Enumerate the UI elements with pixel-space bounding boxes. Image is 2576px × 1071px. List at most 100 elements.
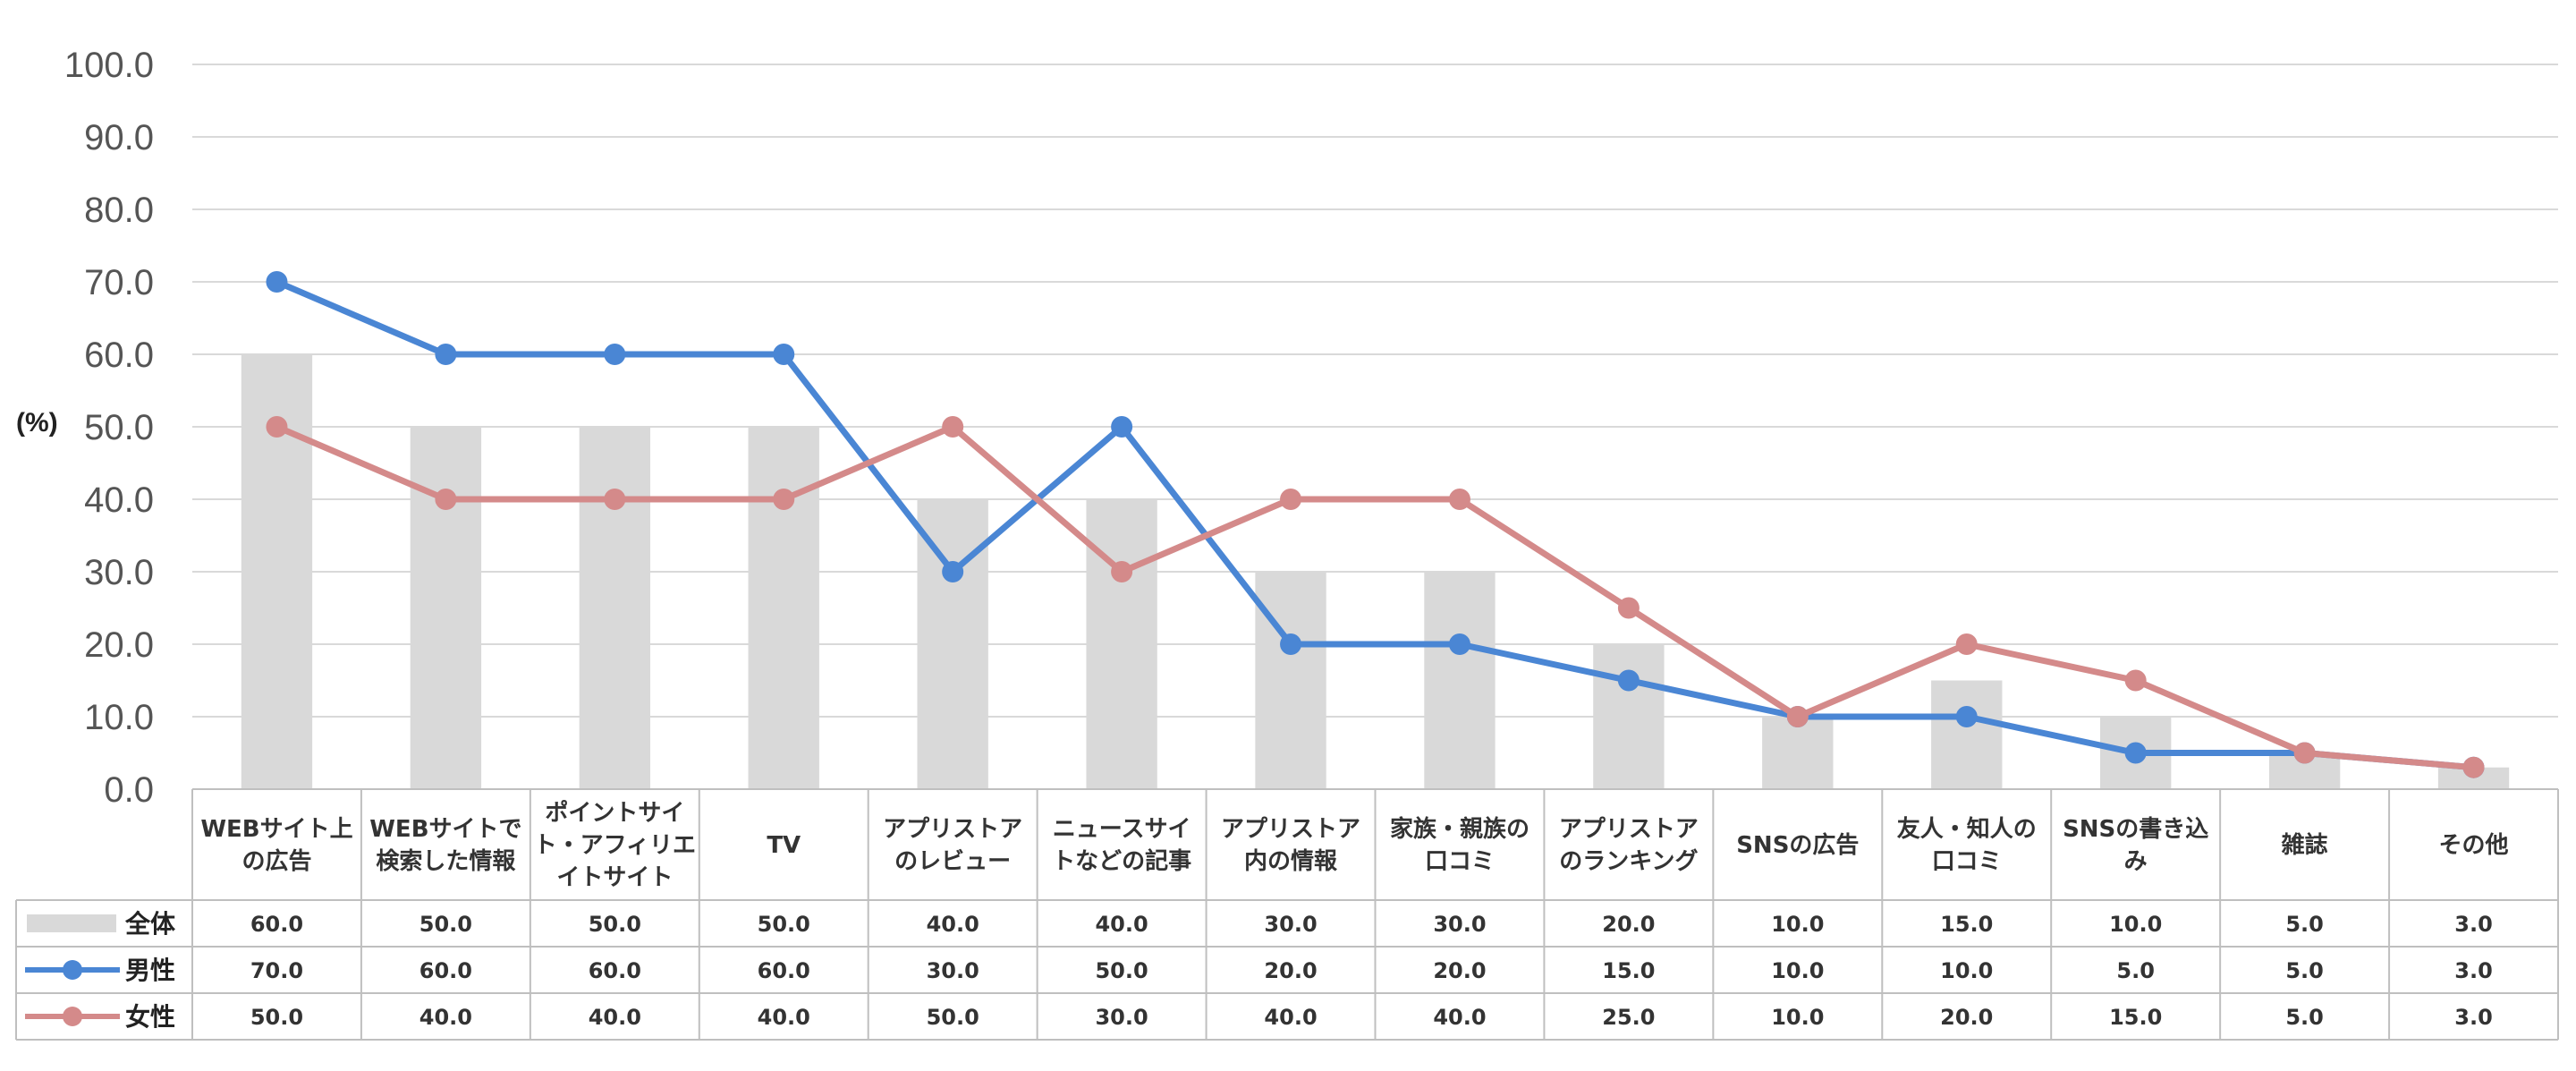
table-cell-value: 15.0 — [2109, 1005, 2162, 1030]
data-point — [1448, 489, 1470, 510]
series-line — [275, 423, 2474, 771]
y-tick-label: 0.0 — [104, 770, 154, 810]
category-label: のランキング — [1559, 848, 1698, 875]
category-label: ニュースサイ — [1053, 816, 1191, 843]
category-label: 友人・知人の — [1897, 816, 2037, 843]
data-point — [773, 489, 795, 510]
category-label: SNSの書き込 — [2063, 816, 2208, 843]
data-point — [1786, 706, 1809, 727]
category-label: TV — [767, 832, 801, 859]
table-cell-value: 5.0 — [2285, 958, 2324, 983]
data-point — [2462, 756, 2485, 778]
data-point — [1280, 633, 1302, 655]
table-cell-value: 10.0 — [1940, 958, 1993, 983]
table-cell-value: 40.0 — [1433, 1005, 1486, 1030]
data-point — [2293, 742, 2316, 764]
table-cell-value: 40.0 — [589, 1005, 641, 1030]
y-axis: 0.0 10.0 20.0 30.0 40.0 50.0 60.0 70.0 80.0 90.0 1… — [64, 46, 154, 810]
data-point — [266, 271, 288, 293]
category-label: その他 — [2439, 832, 2509, 859]
category-label: の広告 — [242, 847, 311, 875]
y-tick-label: 30.0 — [84, 553, 154, 592]
line-series-female — [266, 416, 2485, 778]
data-point — [1448, 633, 1470, 655]
data-point — [2124, 742, 2147, 764]
legend-key-bar — [27, 914, 116, 932]
bar — [1593, 644, 1665, 789]
data-point — [1617, 669, 1640, 692]
category-label: ト・アフィリエ — [534, 832, 696, 859]
table-cell-value: 10.0 — [2109, 912, 2162, 937]
category-label: イトサイト — [556, 864, 673, 891]
category-label: 内の情報 — [1244, 848, 1338, 875]
table-cell-value: 10.0 — [1771, 958, 1824, 983]
category-label: 雑誌 — [2281, 831, 2328, 859]
table-cell-value: 20.0 — [1264, 958, 1317, 983]
data-point — [1280, 489, 1302, 510]
table-cell-value: 40.0 — [419, 1005, 472, 1030]
bar-series-all — [241, 354, 2510, 789]
category-label: アプリストア — [883, 816, 1022, 843]
table-cell-value: 10.0 — [1771, 912, 1824, 937]
data-point — [942, 416, 964, 438]
category-label: 口コミ — [1932, 848, 2002, 875]
table-cell-value: 40.0 — [1095, 912, 1148, 937]
table-cell-value: 15.0 — [1602, 958, 1655, 983]
category-label: のレビュー — [894, 848, 1011, 875]
data-point — [604, 489, 626, 510]
y-tick-label: 10.0 — [84, 698, 154, 737]
category-label: WEBサイト上 — [200, 816, 352, 843]
series-name: 全体 — [124, 909, 176, 939]
table-cell-value: 60.0 — [589, 958, 641, 983]
bar — [1086, 499, 1157, 789]
bar — [1762, 717, 1834, 789]
table-cell-value: 15.0 — [1940, 912, 1993, 937]
data-point — [435, 489, 457, 510]
y-tick-label: 40.0 — [84, 480, 154, 520]
table-cell-value: 30.0 — [1433, 912, 1486, 937]
table-cell-value: 50.0 — [758, 912, 810, 937]
table-cell-value: 3.0 — [2454, 912, 2493, 937]
category-label: 家族・親族の — [1390, 815, 1530, 843]
y-axis-unit-label: (%) — [16, 408, 58, 438]
table-cell-value: 40.0 — [1264, 1005, 1317, 1030]
table-cell-value: 40.0 — [758, 1005, 810, 1030]
table-cell-value: 70.0 — [250, 958, 303, 983]
table-cell-value: 3.0 — [2454, 958, 2493, 983]
bar — [1255, 572, 1326, 789]
data-point — [435, 344, 457, 365]
bar — [410, 427, 482, 789]
data-point — [1955, 706, 1978, 727]
data-point — [1955, 633, 1978, 655]
table-cell-value: 20.0 — [1433, 958, 1486, 983]
data-point — [1111, 561, 1133, 582]
table-cell-value: 3.0 — [2454, 1005, 2493, 1030]
table-cell-value: 50.0 — [419, 912, 472, 937]
y-tick-label: 80.0 — [84, 191, 154, 230]
data-point — [266, 416, 288, 438]
y-tick-label: 50.0 — [84, 408, 154, 447]
y-tick-label: 90.0 — [84, 118, 154, 157]
y-tick-label: 60.0 — [84, 336, 154, 375]
data-point — [1617, 597, 1640, 619]
table-cell-value: 50.0 — [250, 1005, 303, 1030]
data-point — [773, 344, 795, 365]
data-point — [1111, 416, 1133, 438]
table-cell-value: 60.0 — [250, 912, 303, 937]
table-cell-value: 20.0 — [1940, 1005, 1993, 1030]
category-label: WEBサイトで — [369, 816, 521, 843]
y-tick-label: 20.0 — [84, 625, 154, 665]
category-label: ポイントサイ — [545, 799, 684, 827]
table-cell-value: 20.0 — [1602, 912, 1655, 937]
line-series — [266, 271, 2485, 778]
table-cell-value: 10.0 — [1771, 1005, 1824, 1030]
legend-key-marker — [63, 1007, 82, 1026]
data-point — [942, 561, 964, 582]
gridlines — [192, 64, 2558, 790]
table-cell-value: 30.0 — [1264, 912, 1317, 937]
category-label: アプリストア — [1559, 816, 1699, 843]
table-cell-value: 50.0 — [589, 912, 641, 937]
table-cell-value: 5.0 — [2116, 958, 2155, 983]
